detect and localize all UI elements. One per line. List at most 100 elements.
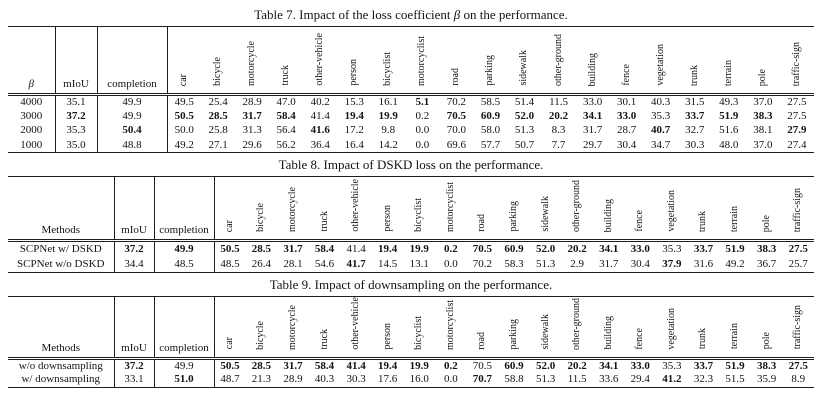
data-cell: 8.9 <box>791 373 806 386</box>
rotated-column-label: bicyclist <box>413 315 425 350</box>
data-cell: 27.1 <box>208 138 228 151</box>
rotated-column-label: motorcycle <box>286 304 298 350</box>
data-cell: 31.7 <box>242 109 262 122</box>
data-cell: 30.1 <box>617 96 637 108</box>
data-cell: 7.7 <box>551 138 566 151</box>
paper-tables: Table 7. Impact of the loss coefficient … <box>8 6 814 388</box>
rotated-column-label: pole <box>756 68 768 86</box>
data-cell: 30.4 <box>630 257 650 270</box>
col-header-sidewalk: sidewalk <box>530 177 562 241</box>
col-header-person: person <box>372 297 404 359</box>
rotated-column-label: parking <box>484 55 496 86</box>
table-7-section: Table 7. Impact of the loss coefficient … <box>8 6 814 153</box>
data-cell: 37.2 <box>55 109 98 124</box>
data-cell: 31.5 <box>685 96 705 108</box>
col-header-bicyclist: bicyclist <box>403 177 435 241</box>
col-header-vegetation: vegetation <box>644 27 678 95</box>
data-cell: 31.7 <box>599 257 619 270</box>
data-cell: 70.0 <box>446 124 467 137</box>
data-cell: 70.2 <box>472 257 493 270</box>
data-cell: 31.7 <box>283 359 303 372</box>
col-header-bicyclist: bicyclist <box>371 27 405 95</box>
rotated-column-label: vegetation <box>654 44 666 86</box>
data-cell: 34.7 <box>651 138 671 151</box>
data-cell: 0.2 <box>443 242 458 255</box>
data-cell: 49.5 <box>174 96 194 108</box>
data-cell: 58.5 <box>480 96 501 108</box>
data-cell: 35.3 <box>651 109 671 122</box>
data-cell: 32.7 <box>685 124 705 137</box>
data-cell: 33.0 <box>630 242 650 255</box>
rotated-column-label: terrain <box>729 323 741 350</box>
col-header-motorcycle: motorcycle <box>277 297 309 359</box>
row-label: w/o downsampling <box>8 358 115 373</box>
data-cell: 52.0 <box>535 359 556 372</box>
data-cell: 41.6 <box>310 124 330 137</box>
rotated-column-label: motorcyclist <box>444 182 456 232</box>
col-header-bicyclist: bicyclist <box>403 297 435 359</box>
data-cell: 20.2 <box>548 109 569 122</box>
table-8-caption-text: Table 8. Impact of DSKD loss on the perf… <box>278 157 544 172</box>
data-cell: 41.7 <box>346 257 366 270</box>
col-header-label: β <box>8 26 56 95</box>
data-cell: 19.4 <box>378 242 398 255</box>
rotated-column-label: motorcycle <box>286 187 298 232</box>
data-cell: 8.3 <box>551 124 566 137</box>
col-header-parking: parking <box>498 297 530 359</box>
data-cell: 0.0 <box>415 138 430 151</box>
data-cell: 49.3 <box>719 96 739 108</box>
col-header-truck: truck <box>309 297 341 359</box>
data-cell: 35.0 <box>55 138 98 153</box>
data-cell: 70.5 <box>472 359 493 372</box>
data-cell: 28.5 <box>251 242 271 255</box>
data-cell: 33.0 <box>630 359 650 372</box>
rotated-column-label: motorcyclist <box>416 36 428 86</box>
data-cell: 70.5 <box>472 242 493 255</box>
data-cell: 33.1 <box>114 372 155 388</box>
col-header-bicycle: bicycle <box>246 177 278 241</box>
col-header-motorcycle: motorcycle <box>235 27 269 95</box>
rotated-column-label: person <box>381 205 393 232</box>
data-cell: 14.2 <box>378 138 398 151</box>
data-cell: 49.2 <box>174 138 194 151</box>
col-header-traffic-sign: traffic-sign <box>782 177 814 241</box>
col-header-sidewalk: sidewalk <box>530 297 562 359</box>
data-cell: 49.9 <box>97 94 168 109</box>
data-cell: 40.7 <box>651 124 671 137</box>
data-cell: 0.2 <box>443 359 458 372</box>
col-header-other-vehicle: other-vehicle <box>340 177 372 241</box>
col-header-completion: completion <box>154 176 215 241</box>
data-cell: 11.5 <box>549 96 568 108</box>
data-cell: 58.3 <box>504 257 524 270</box>
table-7-caption-text: Table 7. Impact of the loss coefficient <box>254 7 454 22</box>
data-cell: 41.4 <box>346 359 366 372</box>
data-cell: 15.3 <box>344 96 364 108</box>
table-row: w/o downsampling 37.2 49.9 50.5 28.5 31.7 58.4… <box>8 358 814 373</box>
data-cell: 14.5 <box>378 257 398 270</box>
data-cell: 0.0 <box>443 373 458 386</box>
col-header-miou: mIoU <box>114 296 155 359</box>
row-label: SCPNet w/ DSKD <box>8 240 115 257</box>
data-cell: 31.7 <box>582 124 603 137</box>
header-row: Methods mIoU completion car bicycle motorcycl… <box>8 176 814 241</box>
rotated-column-label: trunk <box>697 328 709 350</box>
rotated-column-label: other-ground <box>571 179 583 232</box>
rotated-column-label: traffic-sign <box>792 305 804 350</box>
rotated-column-label: traffic-sign <box>790 41 802 86</box>
rotated-column-label: terrain <box>722 59 734 86</box>
data-cell: 48.8 <box>97 138 168 153</box>
rotated-column-label: other-ground <box>552 33 564 86</box>
data-cell: 51.4 <box>514 96 535 108</box>
table-9-section: Table 9. Impact of downsampling on the p… <box>8 276 814 388</box>
data-cell: 31.3 <box>242 124 262 137</box>
col-header-terrain: terrain <box>719 297 751 359</box>
data-cell: 40.2 <box>310 96 330 108</box>
table-7: β mIoU completion car bicycle motorcycle truck… <box>8 26 814 153</box>
col-header-parking: parking <box>498 177 530 241</box>
data-cell: 41.2 <box>662 373 682 386</box>
rotated-column-label: parking <box>507 319 519 350</box>
data-cell: 27.5 <box>788 242 808 255</box>
rotated-column-label: bicyclist <box>413 198 425 232</box>
rotated-column-label: truck <box>318 211 330 232</box>
col-header-pole: pole <box>751 177 783 241</box>
